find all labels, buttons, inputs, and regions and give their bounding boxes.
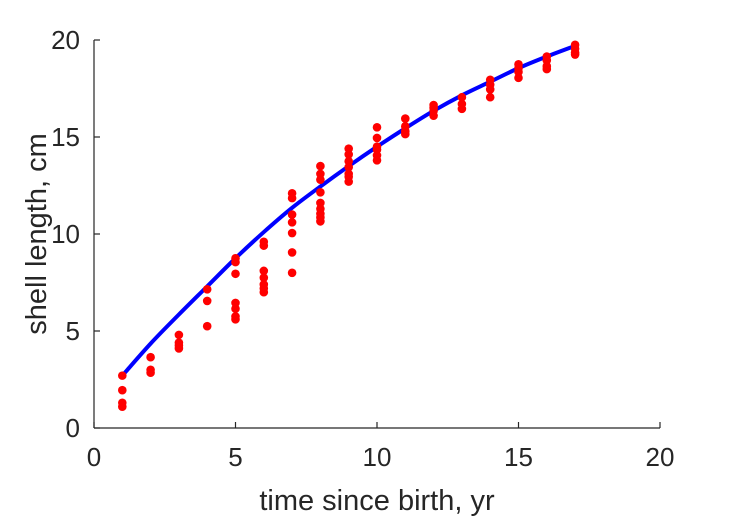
x-tick-label: 20	[646, 442, 675, 472]
data-point	[259, 266, 269, 276]
data-point	[287, 210, 297, 219]
data-point	[202, 284, 212, 294]
data-point	[570, 50, 580, 59]
y-tick-label: 10	[51, 219, 80, 249]
x-tick-label: 0	[87, 442, 101, 472]
data-point	[146, 352, 155, 362]
data-point	[372, 133, 382, 143]
x-axis-ticks: 0 5 10 15 20	[87, 422, 675, 472]
data-point	[259, 241, 269, 250]
y-tick-label: 5	[66, 316, 80, 346]
data-point	[316, 175, 325, 184]
data-point	[118, 385, 127, 395]
data-point	[259, 287, 269, 297]
y-tick-label: 0	[66, 413, 80, 443]
data-point	[485, 85, 495, 94]
data-point	[316, 187, 325, 197]
data-point	[344, 162, 354, 172]
data-point	[316, 161, 325, 171]
x-tick-label: 10	[363, 442, 392, 472]
data-point	[174, 344, 184, 353]
data-point	[316, 217, 325, 226]
data-point	[146, 368, 155, 378]
y-axis-ticks: 0 5 10 15 20	[51, 25, 100, 443]
data-point	[259, 273, 269, 282]
data-point	[118, 371, 127, 380]
data-point	[344, 177, 354, 186]
plot-area	[118, 40, 580, 411]
data-point	[287, 218, 297, 227]
data-point	[401, 129, 410, 139]
y-axis-title: shell length, cm	[21, 133, 53, 335]
data-point	[287, 228, 297, 238]
data-point	[231, 304, 240, 313]
x-tick-label: 15	[504, 442, 533, 472]
data-point	[287, 248, 297, 257]
data-point	[485, 92, 495, 102]
data-point	[231, 315, 240, 324]
data-point	[457, 92, 467, 102]
data-point	[457, 104, 467, 114]
data-point	[287, 268, 297, 278]
data-point	[372, 123, 382, 132]
data-point	[542, 64, 552, 74]
data-point	[344, 150, 354, 159]
data-point	[202, 321, 212, 331]
data-point	[231, 257, 240, 267]
data-point	[401, 114, 410, 123]
data-point	[429, 111, 438, 120]
data-point	[231, 269, 240, 279]
data-point	[514, 73, 523, 83]
y-tick-label: 15	[51, 122, 80, 152]
data-point	[202, 296, 212, 306]
x-tick-label: 5	[228, 442, 242, 472]
y-tick-label: 20	[51, 25, 80, 55]
data-point	[118, 402, 127, 411]
data-point	[372, 155, 382, 165]
data-point	[174, 330, 184, 340]
data-point	[287, 193, 297, 203]
x-axis-title: time since birth, yr	[259, 485, 495, 517]
